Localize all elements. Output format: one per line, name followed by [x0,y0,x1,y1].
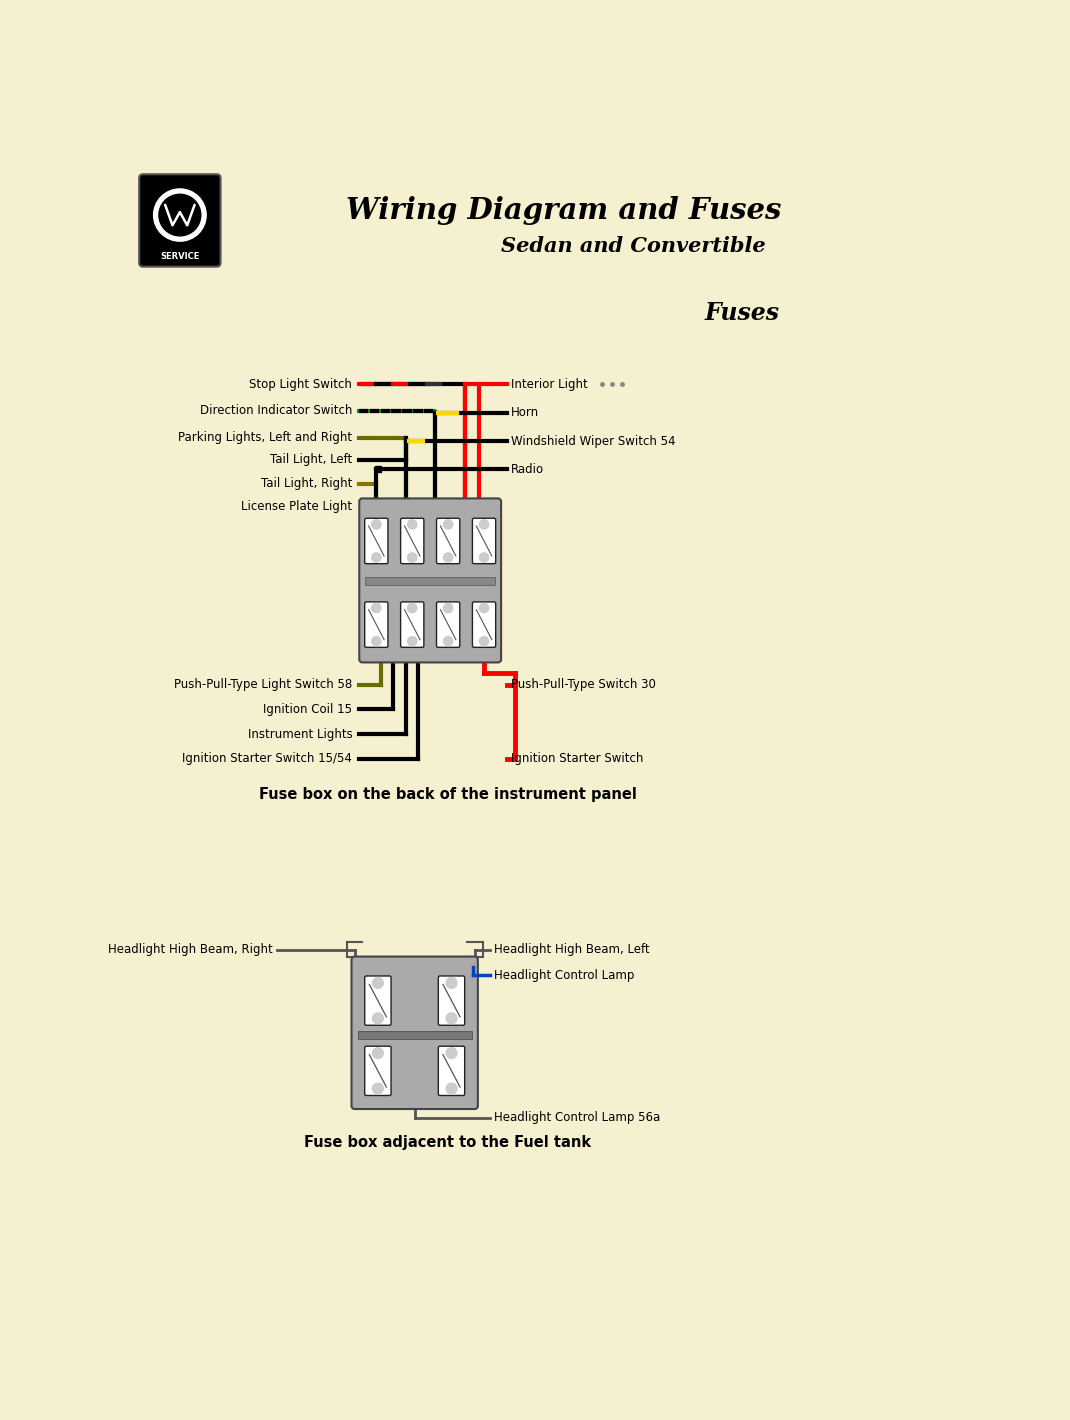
Circle shape [408,552,417,562]
Text: Headlight Control Lamp: Headlight Control Lamp [494,968,635,981]
Circle shape [371,552,381,562]
Text: Ignition Starter Switch: Ignition Starter Switch [511,753,643,765]
Circle shape [479,552,489,562]
FancyBboxPatch shape [365,602,388,648]
Circle shape [154,190,205,240]
Text: License Plate Light: License Plate Light [241,500,352,514]
Circle shape [479,604,489,612]
FancyBboxPatch shape [365,518,388,564]
Text: Parking Lights, Left and Right: Parking Lights, Left and Right [179,432,352,444]
FancyBboxPatch shape [365,976,391,1025]
Text: Tail Light, Left: Tail Light, Left [270,453,352,466]
Circle shape [159,195,201,236]
Circle shape [443,636,453,646]
Text: Windshield Wiper Switch 54: Windshield Wiper Switch 54 [511,435,675,447]
Text: Interior Light: Interior Light [511,378,587,391]
Circle shape [372,977,383,988]
Text: SERVICE: SERVICE [160,253,199,261]
Text: Headlight High Beam, Right: Headlight High Beam, Right [108,943,273,956]
Text: Ignition Coil 15: Ignition Coil 15 [263,703,352,716]
Text: Fuse box adjacent to the Fuel tank: Fuse box adjacent to the Fuel tank [304,1135,592,1150]
FancyBboxPatch shape [473,518,495,564]
Circle shape [371,604,381,612]
Text: Push-Pull-Type Light Switch 58: Push-Pull-Type Light Switch 58 [174,679,352,692]
Circle shape [371,636,381,646]
Circle shape [446,1083,457,1093]
Circle shape [371,520,381,530]
FancyBboxPatch shape [365,1047,391,1095]
FancyBboxPatch shape [437,602,460,648]
Circle shape [446,977,457,988]
Circle shape [408,520,417,530]
Text: Radio: Radio [511,463,545,476]
Text: Stop Light Switch: Stop Light Switch [249,378,352,391]
FancyBboxPatch shape [139,175,220,267]
Text: Horn: Horn [511,406,539,419]
Circle shape [408,636,417,646]
Circle shape [443,604,453,612]
Text: Sedan and Convertible: Sedan and Convertible [502,236,766,256]
Bar [357,1031,472,1038]
Text: Ignition Starter Switch 15/54: Ignition Starter Switch 15/54 [182,753,352,765]
Circle shape [443,552,453,562]
FancyBboxPatch shape [352,957,478,1109]
Text: Tail Light, Right: Tail Light, Right [261,477,352,490]
Circle shape [479,636,489,646]
FancyBboxPatch shape [439,976,464,1025]
Circle shape [372,1048,383,1058]
FancyBboxPatch shape [437,518,460,564]
FancyBboxPatch shape [439,1047,464,1095]
Circle shape [446,1012,457,1024]
Text: Push-Pull-Type Switch 30: Push-Pull-Type Switch 30 [511,679,656,692]
Text: Fuse box on the back of the instrument panel: Fuse box on the back of the instrument p… [259,787,637,802]
Text: Fuses: Fuses [705,301,780,325]
FancyBboxPatch shape [400,518,424,564]
Circle shape [443,520,453,530]
Bar [366,578,495,585]
FancyBboxPatch shape [360,498,501,662]
Text: Headlight Control Lamp 56a: Headlight Control Lamp 56a [494,1110,660,1125]
FancyBboxPatch shape [400,602,424,648]
FancyBboxPatch shape [473,602,495,648]
Circle shape [372,1012,383,1024]
Text: Direction Indicator Switch: Direction Indicator Switch [200,405,352,417]
Text: Instrument Lights: Instrument Lights [247,727,352,741]
Text: Headlight High Beam, Left: Headlight High Beam, Left [494,943,649,956]
Text: Wiring Diagram and Fuses: Wiring Diagram and Fuses [347,196,781,224]
Circle shape [479,520,489,530]
Circle shape [372,1083,383,1093]
Circle shape [446,1048,457,1058]
Circle shape [408,604,417,612]
